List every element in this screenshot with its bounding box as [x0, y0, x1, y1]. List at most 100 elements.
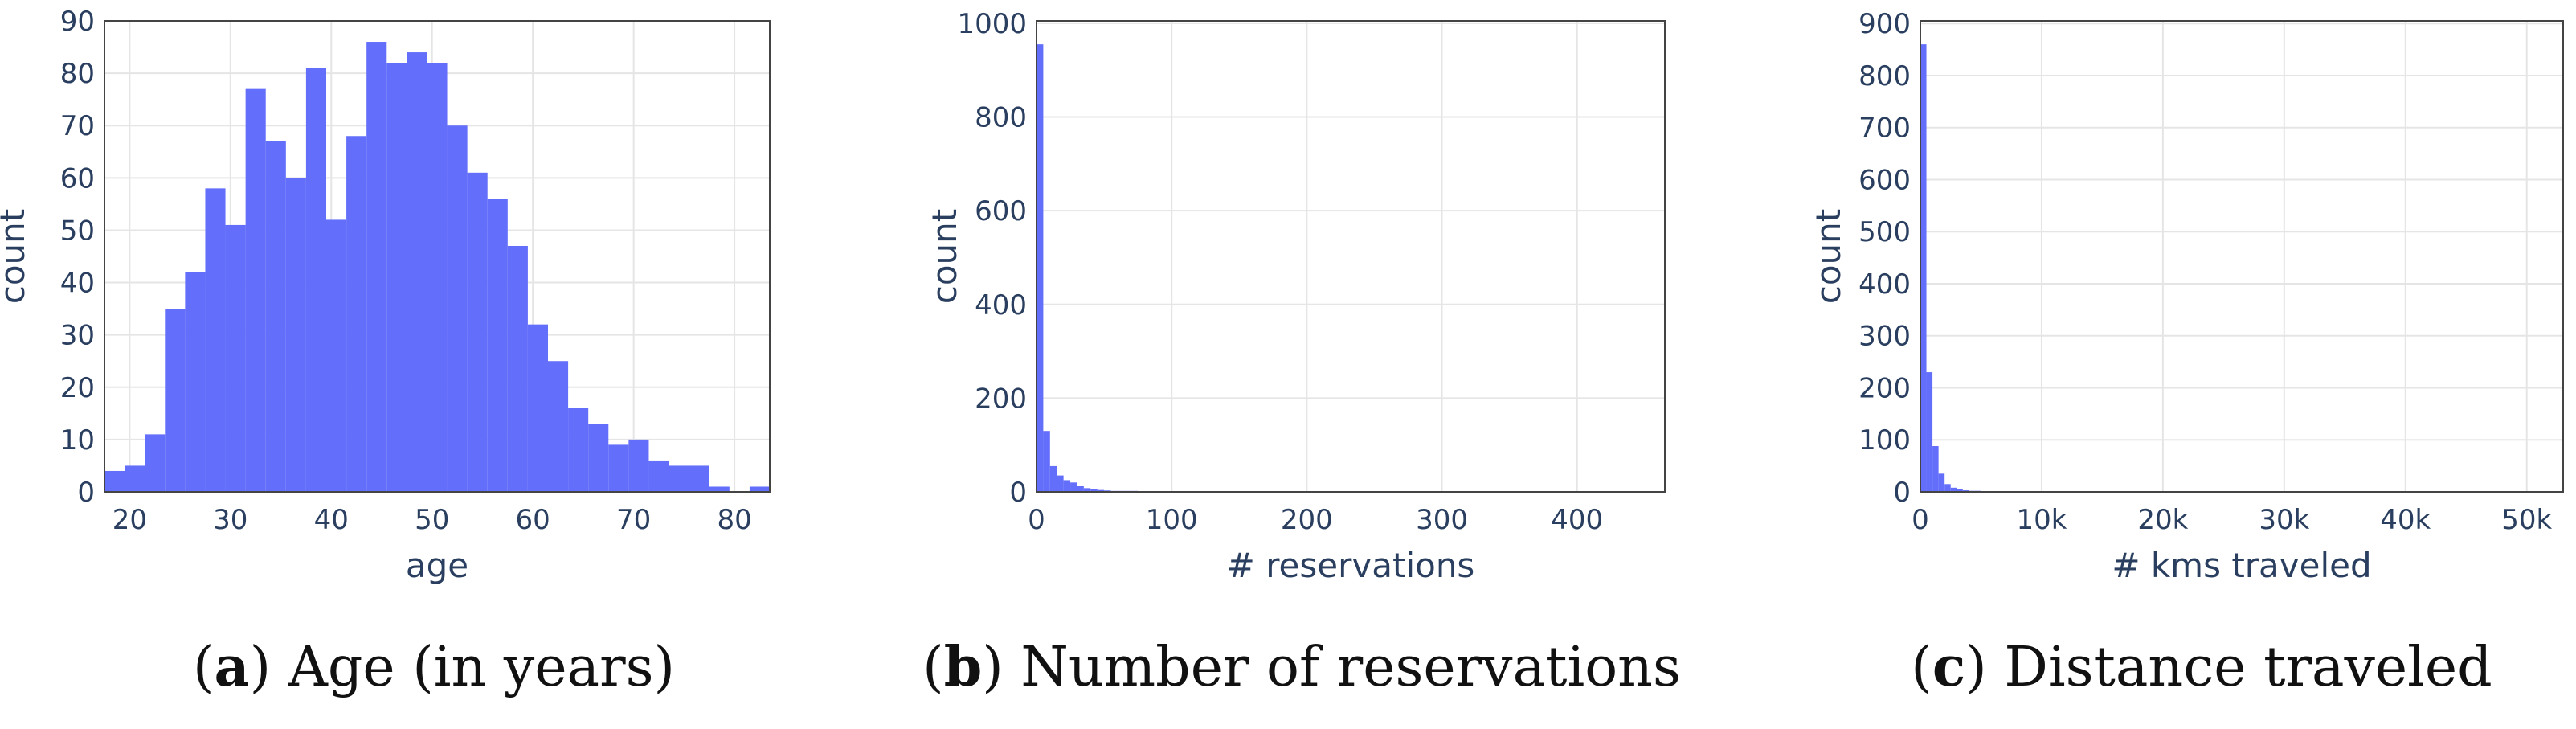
x-tick-label: 200	[1281, 504, 1333, 536]
bar	[1070, 482, 1077, 492]
bar	[1920, 44, 1927, 492]
bar	[1097, 489, 1105, 492]
bar	[265, 141, 286, 492]
bar	[386, 63, 407, 493]
x-tick-label: 100	[1146, 504, 1198, 536]
y-tick-label: 600	[1858, 164, 1911, 196]
bar	[1057, 475, 1064, 492]
caption-a: (a) Age (in years)	[192, 635, 676, 699]
x-tick-label: 60	[516, 504, 550, 536]
x-tick-label: 50k	[2501, 504, 2552, 536]
y-tick-label: 60	[60, 162, 95, 195]
x-tick-label: 20k	[2137, 504, 2188, 536]
x-tick-label: 0	[1912, 504, 1929, 536]
bar	[1063, 480, 1071, 492]
bar	[427, 63, 448, 493]
y-tick-label: 20	[60, 372, 95, 404]
y-tick-label: 0	[1009, 477, 1027, 509]
y-tick-label: 10	[60, 424, 95, 457]
y-tick-label: 1000	[957, 8, 1027, 40]
bar	[165, 309, 186, 492]
y-axis-label: count	[0, 209, 32, 305]
x-tick-label: 40	[314, 504, 349, 536]
bar	[1043, 431, 1050, 492]
bar	[669, 465, 689, 492]
bar	[1926, 372, 1933, 492]
y-tick-label: 90	[60, 6, 95, 38]
caption-c: (c) Distance traveled	[1911, 635, 2492, 699]
x-tick-label: 50	[415, 504, 449, 536]
x-tick-label: 0	[1028, 504, 1045, 536]
plot-frame	[1036, 20, 1666, 493]
y-tick-label: 40	[60, 268, 95, 300]
y-tick-label: 200	[1858, 372, 1911, 404]
bar	[749, 486, 770, 492]
y-tick-label: 700	[1858, 113, 1911, 145]
bar	[1037, 44, 1044, 492]
caption-c-letter: c	[1932, 635, 1966, 699]
bar	[628, 439, 649, 492]
bar	[487, 199, 508, 492]
bar	[1944, 484, 1951, 492]
bar	[305, 68, 326, 493]
y-axis-label: count	[925, 209, 964, 305]
bar	[1932, 446, 1939, 492]
plot-frame	[104, 20, 771, 493]
y-tick-label: 0	[1893, 477, 1911, 509]
bar	[1049, 465, 1057, 492]
x-tick-label: 30	[213, 504, 247, 536]
panel-b: 0 200 400 600 800 1000 0 100 200 300 400 # reservat…	[925, 8, 1666, 585]
bar	[709, 486, 730, 492]
bar	[548, 361, 569, 492]
x-tick-label: 80	[717, 504, 751, 536]
y-tick-label: 30	[60, 320, 95, 352]
y-tick-label: 500	[1858, 216, 1911, 248]
x-tick-label: 70	[616, 504, 651, 536]
bar	[205, 188, 226, 492]
bar	[145, 434, 166, 492]
bar	[1957, 489, 1963, 492]
y-tick-label: 800	[975, 102, 1027, 134]
x-tick-label: 10k	[2016, 504, 2067, 536]
bar	[245, 88, 266, 493]
bar	[1938, 473, 1945, 492]
y-axis-label: count	[1809, 209, 1848, 305]
caption-c-text: Distance traveled	[2004, 636, 2492, 699]
bar	[366, 42, 387, 493]
bar	[104, 470, 125, 492]
bar	[326, 219, 347, 492]
y-tick-label: 200	[975, 383, 1027, 415]
x-axis-label: # reservations	[1227, 546, 1475, 585]
bar	[1083, 488, 1091, 492]
bar	[407, 52, 427, 493]
panel-c: 0 100 200 300 400 500 600 700 800 900 0 10k 20k 30k 40…	[1809, 8, 2564, 585]
y-tick-label: 600	[975, 195, 1027, 227]
y-tick-label: 0	[77, 477, 95, 509]
bar	[507, 245, 528, 492]
x-axis-label: # kms traveled	[2112, 546, 2371, 585]
bar	[568, 408, 589, 492]
bar	[588, 424, 609, 492]
x-tick-label: 30k	[2259, 504, 2309, 536]
plot-frame	[1920, 20, 2564, 493]
y-tick-label: 800	[1858, 60, 1911, 92]
bar	[1950, 487, 1957, 492]
caption-b-text: Number of reservations	[1020, 636, 1681, 699]
caption-b-letter: b	[943, 635, 983, 699]
y-tick-label: 70	[60, 110, 95, 142]
x-tick-label: 400	[1551, 504, 1603, 536]
x-tick-label: 300	[1416, 504, 1468, 536]
bar	[346, 136, 367, 492]
bar	[225, 224, 246, 492]
y-tick-label: 400	[1858, 268, 1911, 301]
caption-a-text: Age (in years)	[288, 636, 676, 699]
y-tick-label: 900	[1858, 8, 1911, 40]
y-tick-label: 300	[1858, 321, 1911, 353]
bar	[1077, 486, 1084, 492]
bar	[125, 465, 145, 492]
bar	[527, 324, 548, 492]
bar	[467, 172, 488, 493]
bar	[608, 444, 629, 492]
bar	[447, 125, 468, 492]
y-tick-label: 100	[1858, 424, 1911, 457]
